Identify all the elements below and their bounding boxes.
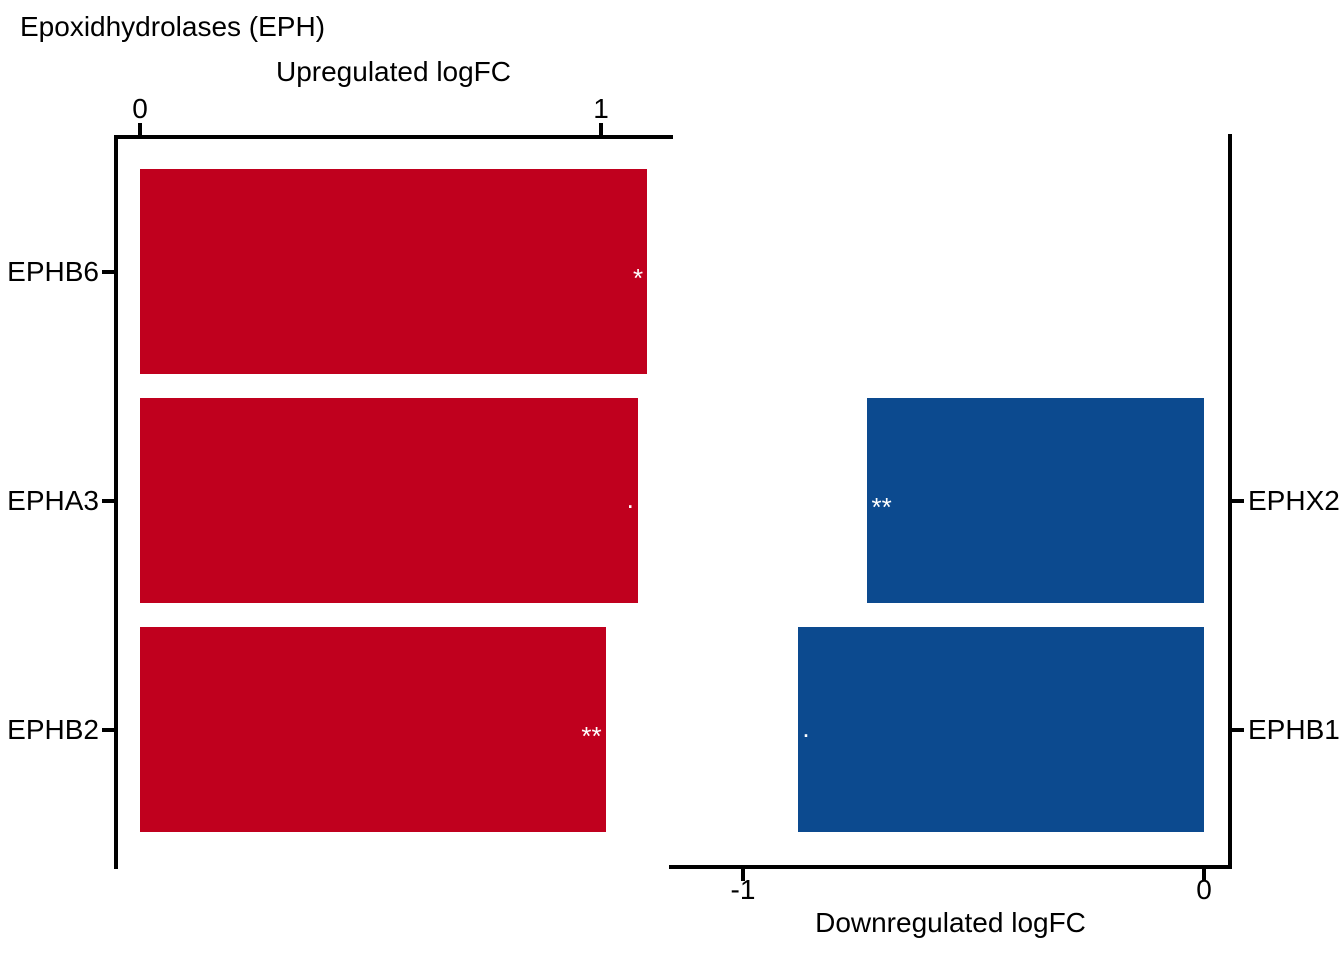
gene-label-EPHB6: EPHB6	[7, 255, 99, 287]
gene-tick-EPHB1	[1232, 727, 1244, 732]
gene-label-EPHX2: EPHX2	[1248, 484, 1340, 516]
bar-EPHB2	[140, 627, 606, 832]
downregulated-tick-label: -1	[730, 874, 756, 905]
bar-EPHB6	[140, 169, 648, 374]
significance-marker-EPHB6: *	[632, 262, 644, 293]
gene-tick-EPHB2	[102, 727, 114, 732]
significance-marker-EPHB2: **	[581, 720, 602, 751]
downregulated-tick	[1202, 869, 1206, 881]
bar-EPHX2	[867, 398, 1204, 603]
downregulated-spine	[1228, 134, 1232, 869]
upregulated-axis-line	[114, 135, 673, 139]
bar-EPHA3	[140, 398, 638, 603]
upregulated-axis-title: Upregulated logFC	[275, 56, 512, 87]
upregulated-spine	[114, 135, 118, 869]
downregulated-tick	[741, 869, 745, 881]
gene-tick-EPHB6	[102, 269, 114, 274]
gene-tick-EPHX2	[1232, 498, 1244, 503]
upregulated-tick-label: 1	[593, 93, 609, 124]
significance-marker-EPHX2: **	[871, 491, 892, 522]
upregulated-tick	[138, 123, 142, 135]
gene-label-EPHB1: EPHB1	[1248, 713, 1340, 745]
downregulated-axis-title: Downregulated logFC	[815, 907, 1086, 938]
gene-label-EPHA3: EPHA3	[7, 484, 99, 516]
upregulated-tick-label: 0	[132, 93, 148, 124]
significance-marker-EPHB1: .	[802, 712, 810, 743]
gene-tick-EPHA3	[102, 498, 114, 503]
bar-EPHB1	[798, 627, 1204, 832]
downregulated-tick-label: 0	[1196, 874, 1212, 905]
downregulated-axis-line	[669, 865, 1232, 869]
upregulated-tick	[599, 123, 603, 135]
gene-label-EPHB2: EPHB2	[7, 713, 99, 745]
chart-title: Epoxidhydrolases (EPH)	[20, 11, 326, 42]
significance-marker-EPHA3: .	[626, 483, 634, 514]
